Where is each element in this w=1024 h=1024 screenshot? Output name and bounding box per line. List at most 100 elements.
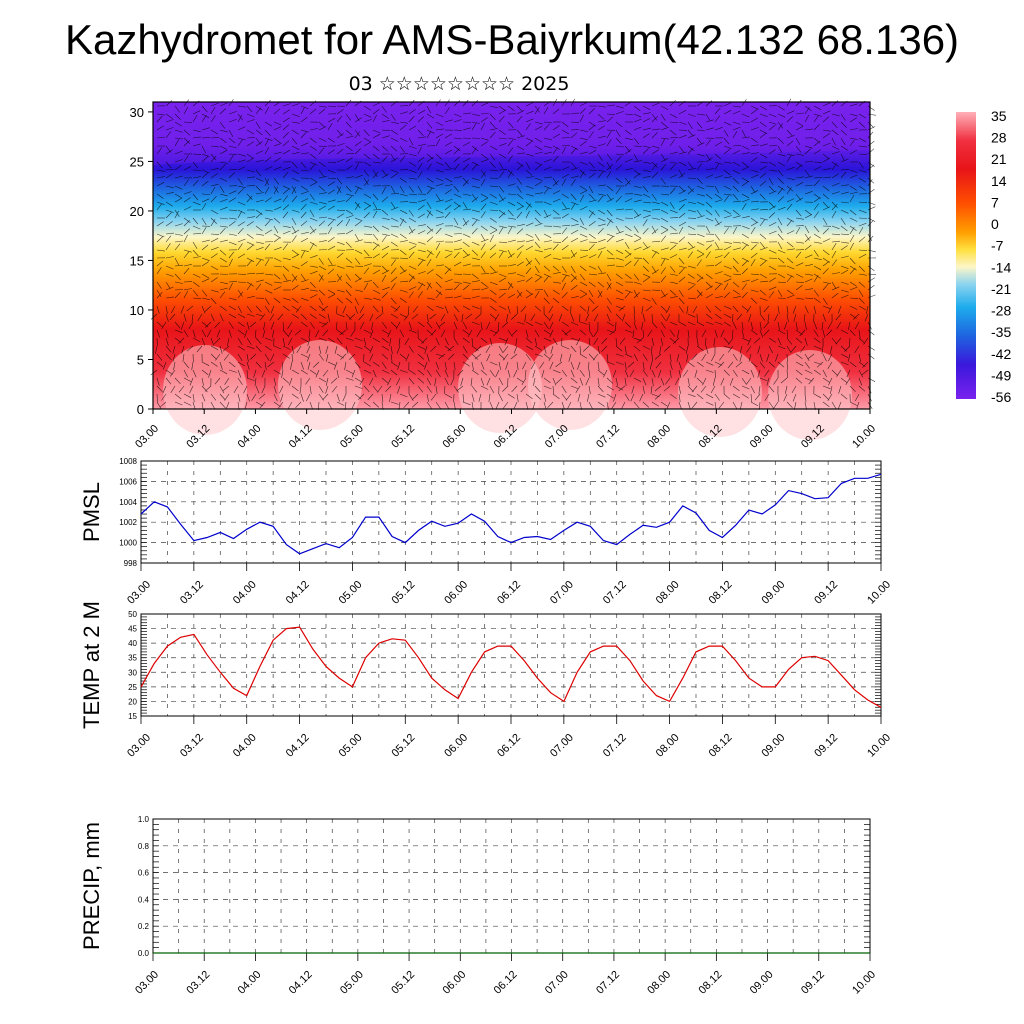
xtick-label-5: 05.12 [389, 423, 417, 451]
colorbar-label-7: -14 [991, 259, 1011, 275]
xtick-label-1: 03.12 [184, 969, 212, 997]
xtick-label-10: 08.00 [645, 969, 673, 997]
ytick-label-1: 5 [137, 352, 144, 367]
ytick-label-0: 0.0 [138, 949, 150, 958]
chart-subtitle: 03 ☆☆☆☆☆☆☆☆ 2025 [348, 73, 570, 95]
ytick-label-3: 1004 [119, 498, 137, 507]
ytick-label-0: 15 [128, 712, 137, 721]
ytick-label-5: 1008 [119, 457, 137, 466]
xtick-label-12: 09.00 [759, 732, 787, 760]
colorbar-label-12: -49 [991, 367, 1011, 383]
ytick-label-3: 15 [130, 253, 144, 268]
xtick-label-10: 08.00 [645, 423, 673, 451]
xtick-label-0: 03.00 [133, 423, 161, 451]
ytick-label-4: 0.8 [138, 842, 150, 851]
xtick-label-12: 09.00 [759, 579, 787, 607]
ytick-label-1: 20 [128, 697, 137, 706]
colorbar-label-13: -56 [991, 389, 1011, 405]
xtick-label-4: 05.00 [338, 969, 366, 997]
xtick-label-13: 09.12 [812, 579, 840, 607]
xtick-label-1: 03.12 [178, 579, 206, 607]
xtick-label-4: 05.00 [337, 579, 365, 607]
xtick-label-8: 07.00 [548, 732, 576, 760]
xtick-label-11: 08.12 [697, 969, 725, 997]
ytick-label-3: 30 [128, 668, 137, 677]
xtick-label-2: 04.00 [231, 732, 259, 760]
colorbar-label-11: -42 [991, 346, 1011, 362]
xtick-label-14: 10.00 [850, 969, 878, 997]
xtick-label-6: 06.00 [442, 579, 470, 607]
xtick-label-5: 05.12 [389, 969, 417, 997]
ytick-label-1: 1000 [119, 539, 137, 548]
xtick-label-11: 08.12 [707, 579, 735, 607]
xtick-label-12: 09.00 [748, 969, 776, 997]
colorbar-label-0: 35 [991, 108, 1007, 124]
ytick-label-2: 0.4 [138, 895, 150, 904]
xtick-label-2: 04.00 [231, 579, 259, 607]
ytick-label-2: 25 [128, 683, 137, 692]
chart-title: Kazhydromet for AMS-Baiyrkum(42.132 68.1… [64, 16, 960, 63]
ytick-label-2: 10 [130, 303, 144, 318]
xtick-label-14: 10.00 [865, 732, 893, 760]
colorbar-label-4: 7 [991, 194, 999, 210]
ytick-label-4: 35 [128, 654, 137, 663]
xtick-label-8: 07.00 [548, 579, 576, 607]
xtick-label-0: 03.00 [133, 969, 161, 997]
xtick-label-14: 10.00 [865, 579, 893, 607]
colorbar [956, 112, 976, 399]
ytick-label-1: 0.2 [138, 922, 150, 931]
series-line [140, 626, 882, 708]
warm-core-3 [528, 340, 612, 430]
xtick-label-7: 06.12 [495, 732, 523, 760]
xtick-label-10: 08.00 [654, 579, 682, 607]
colorbar-label-6: -7 [991, 238, 1004, 254]
xtick-label-11: 08.12 [707, 732, 735, 760]
colorbar-label-2: 21 [991, 151, 1007, 167]
colorbar-label-1: 28 [991, 130, 1007, 146]
xtick-label-12: 09.00 [748, 423, 776, 451]
xtick-label-4: 05.00 [337, 732, 365, 760]
panel-3: 0.0 0.2 0.4 0.6 0.8 1.0 03.00 03.12 04.00 04.12 05… [79, 815, 878, 997]
xtick-label-3: 04.12 [287, 969, 315, 997]
ytick-label-4: 1006 [119, 477, 137, 486]
colorbar-label-5: 0 [991, 216, 999, 232]
ytick-label-4: 20 [130, 204, 144, 219]
xtick-label-13: 09.12 [812, 732, 840, 760]
colorbar-label-10: -35 [991, 324, 1011, 340]
warm-core-0 [163, 345, 247, 435]
upper-cold-band [153, 102, 870, 165]
xtick-label-4: 05.00 [338, 423, 366, 451]
ytick-label-5: 1.0 [138, 815, 150, 824]
xtick-label-13: 09.12 [799, 969, 827, 997]
xtick-label-2: 04.00 [236, 423, 264, 451]
ytick-label-6: 45 [128, 625, 137, 634]
ytick-label-7: 50 [128, 610, 137, 619]
y-axis-title: PMSL [79, 482, 104, 542]
panel-2: 15 20 25 30 35 40 45 50 03.00 03.12 04.00 04.12 05.0… [79, 601, 893, 760]
ytick-label-0: 998 [124, 559, 138, 568]
colorbar-label-8: -21 [991, 281, 1011, 297]
wind-barbs [150, 98, 877, 411]
xtick-label-6: 06.00 [440, 969, 468, 997]
xtick-label-5: 05.12 [389, 579, 417, 607]
xtick-label-6: 06.00 [440, 423, 468, 451]
ytick-label-0: 0 [137, 402, 144, 417]
ytick-label-6: 30 [130, 105, 144, 120]
colorbar-label-3: 14 [991, 173, 1007, 189]
xtick-label-7: 06.12 [495, 579, 523, 607]
panel-1: 998 1000 1002 1004 1006 1008 03.00 03.12 04.00 04… [79, 457, 893, 607]
xtick-label-9: 07.12 [601, 732, 629, 760]
xtick-label-2: 04.00 [236, 969, 264, 997]
xtick-label-6: 06.00 [442, 732, 470, 760]
warm-core-5 [768, 350, 852, 440]
colorbar-label-9: -28 [991, 303, 1011, 319]
xtick-label-0: 03.00 [125, 732, 153, 760]
ytick-label-2: 1002 [119, 518, 137, 527]
ytick-label-5: 25 [130, 154, 144, 169]
xtick-label-9: 07.12 [594, 423, 622, 451]
xtick-label-14: 10.00 [850, 423, 878, 451]
xtick-label-10: 08.00 [654, 732, 682, 760]
xtick-label-9: 07.12 [594, 969, 622, 997]
xtick-label-7: 06.12 [492, 969, 520, 997]
warm-core-4 [678, 347, 762, 437]
